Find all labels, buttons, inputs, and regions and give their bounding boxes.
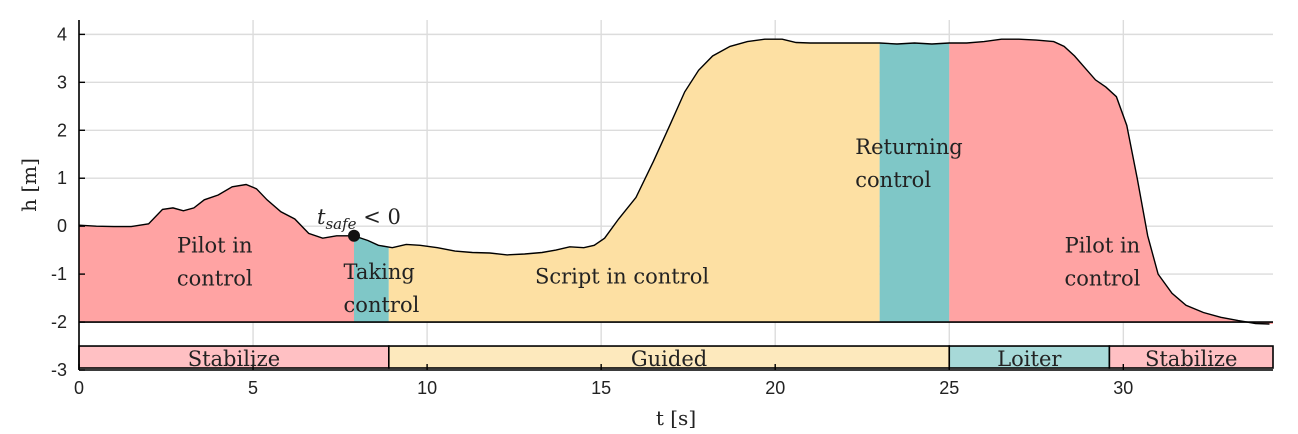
mode-label-loiter: Loiter	[997, 347, 1062, 371]
region-label-pilot: control	[177, 267, 253, 291]
control-regions	[79, 39, 1273, 324]
mode-label-guided: Guided	[631, 347, 707, 371]
region-label-returning: control	[855, 168, 931, 192]
axes: 0 5 10 15 20 25 30 -3 -2 -1 0 1 2 3 4	[51, 20, 1273, 398]
altitude-curve	[78, 38, 1273, 325]
y-tick-label: 0	[57, 216, 67, 236]
t-safe-relation: < 0	[357, 205, 401, 229]
x-tick-label: 30	[1113, 378, 1133, 398]
region-label-pilot: Pilot in	[177, 234, 253, 258]
region-label-taking: control	[344, 293, 420, 317]
region-label-pilot: Pilot in	[1065, 234, 1141, 258]
t-safe-marker	[348, 229, 361, 242]
x-tick-label: 20	[765, 378, 785, 398]
region-script	[388, 39, 880, 323]
y-tick-label: 3	[57, 72, 67, 92]
x-tick-label: 15	[591, 378, 611, 398]
region-pilot	[949, 39, 1273, 324]
x-tick-label: 0	[74, 378, 84, 398]
y-tick-label: -1	[51, 264, 67, 284]
x-tick-label: 5	[248, 378, 258, 398]
x-tick-label: 25	[939, 378, 959, 398]
y-axis-label: h [m]	[17, 158, 41, 212]
y-tick-label: 4	[57, 24, 67, 44]
y-tick-label: 2	[57, 120, 67, 140]
region-label-script: Script in control	[535, 265, 709, 289]
x-axis-label: t [s]	[656, 406, 696, 430]
y-tick-label: 1	[57, 168, 67, 188]
t-safe-label: tsafe < 0	[317, 205, 401, 233]
region-returning	[879, 43, 950, 323]
region-label-taking: Taking	[344, 260, 415, 284]
region-label-pilot: control	[1065, 267, 1141, 291]
region-pilot	[79, 184, 355, 323]
labels: Stabilize Guided Loiter Stabilize t [s] h [m]…	[17, 135, 1237, 430]
y-tick-label: -3	[51, 360, 67, 380]
flight-mode-band	[78, 345, 1274, 369]
t-safe-symbol: t	[317, 205, 326, 229]
region-label-returning: Returning	[855, 135, 962, 159]
mode-label-stabilize: Stabilize	[188, 347, 280, 371]
t-safe-subscript: safe	[325, 215, 356, 233]
y-tick-label: -2	[51, 312, 67, 332]
mode-label-stabilize: Stabilize	[1145, 347, 1237, 371]
altitude-line	[78, 38, 1270, 325]
mode-stabilize	[1108, 345, 1274, 369]
x-tick-label: 10	[417, 378, 437, 398]
region-taking	[354, 235, 389, 323]
